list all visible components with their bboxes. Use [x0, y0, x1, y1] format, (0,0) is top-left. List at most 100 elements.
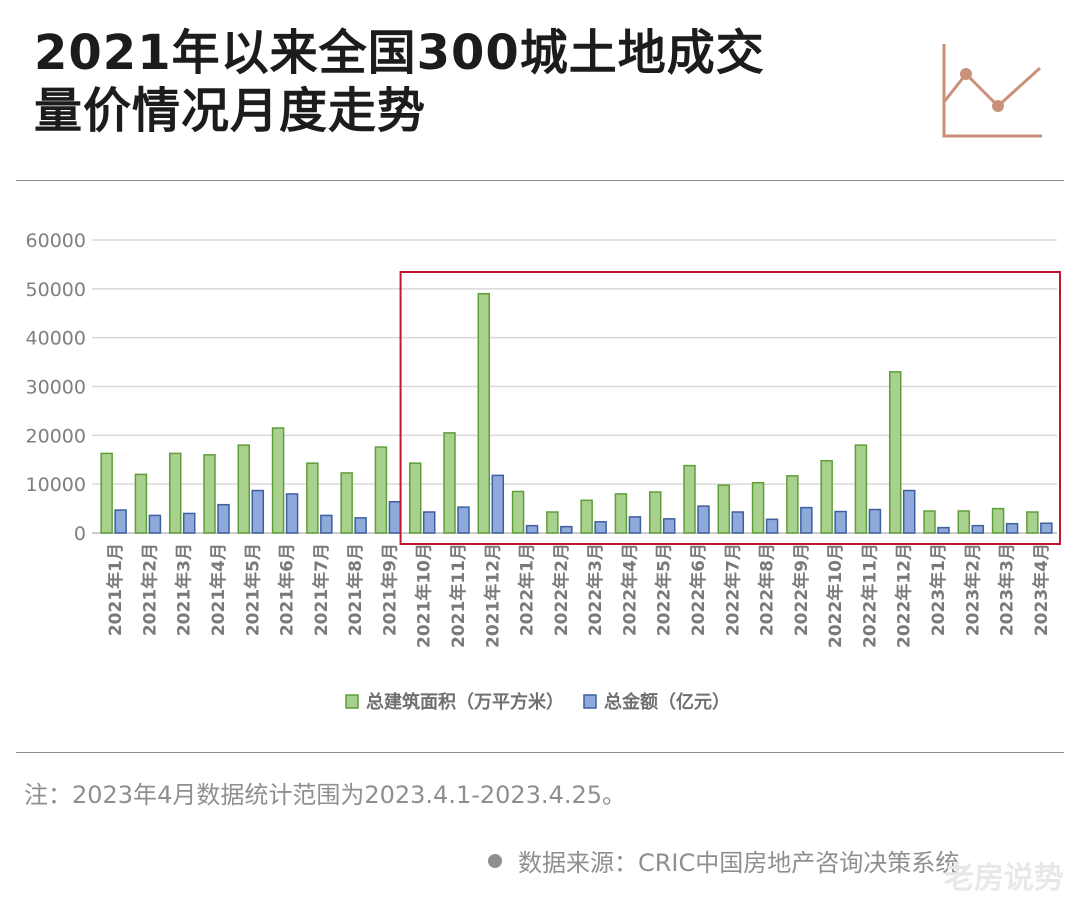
bar-total-area: [923, 510, 936, 534]
line-chart-icon: [942, 44, 1042, 138]
y-tick-label: 40000: [26, 328, 86, 350]
x-tick-label: 2022年4月: [619, 543, 640, 636]
bar-total-area: [511, 490, 525, 534]
x-tick-label: 2021年8月: [345, 543, 366, 636]
bar-total-amount: [765, 518, 779, 534]
x-tick-label: 2022年1月: [517, 543, 538, 636]
bar-chart: 0 10000 20000 30000 40000 50000 60000 2021年1月 20…: [26, 230, 1062, 713]
x-tick-label: 2021年5月: [242, 543, 263, 636]
bar-total-amount: [868, 508, 882, 534]
footnote: 注：2023年4月数据统计范围为2023.4.1-2023.4.25。: [24, 781, 627, 809]
x-tick-label: 2022年2月: [551, 543, 572, 636]
bar-total-area: [340, 472, 353, 534]
bullet-icon: [488, 854, 502, 868]
bar-total-amount: [971, 524, 985, 534]
x-tick-label: 2022年5月: [654, 543, 675, 636]
legend-label-area: 总建筑面积（万平方米）: [366, 691, 564, 713]
x-tick-label: 2021年4月: [208, 543, 229, 636]
x-tick-label: 2021年10月: [414, 543, 435, 648]
bar-total-amount: [422, 511, 436, 534]
bar-total-area: [374, 446, 388, 534]
bar-total-area: [408, 462, 422, 534]
x-tick-label: 2022年12月: [894, 543, 915, 648]
bar-total-area: [580, 499, 593, 534]
data-source: 数据来源：CRIC中国房地产咨询决策系统: [488, 843, 959, 878]
bar-total-amount: [834, 510, 847, 534]
title-line-1: 2021年以来全国300城土地成交: [34, 25, 765, 81]
bar-total-area: [751, 481, 765, 534]
bar-total-amount: [388, 500, 402, 534]
legend-label-amount: 总金额（亿元）: [604, 691, 730, 713]
bar-total-amount: [628, 516, 642, 534]
bar-total-area: [1026, 511, 1039, 534]
bar-total-amount: [457, 506, 470, 534]
bar-total-amount: [354, 517, 367, 534]
bar-total-area: [683, 464, 696, 534]
bar-total-area: [306, 462, 319, 534]
legend-swatch-area: [345, 694, 359, 709]
x-tick-label: 2021年7月: [311, 543, 332, 636]
bar-total-amount: [1005, 522, 1019, 534]
data-source-text: 数据来源：CRIC中国房地产咨询决策系统: [518, 849, 960, 877]
bottom-divider: [16, 752, 1064, 753]
x-tick-label: 2021年11月: [448, 543, 469, 648]
bar-total-amount: [217, 503, 230, 534]
bar-total-amount: [800, 506, 813, 534]
bar-total-area: [134, 473, 148, 534]
x-tick-label: 2022年9月: [791, 543, 812, 636]
bar-total-amount: [662, 518, 676, 534]
x-tick-label: 2021年3月: [174, 543, 195, 636]
bar-total-area: [854, 444, 868, 534]
y-tick-label: 30000: [26, 377, 86, 399]
bar-total-amount: [251, 489, 265, 534]
bar-total-area: [991, 507, 1005, 534]
x-tick-label: 2021年2月: [139, 543, 160, 636]
bar-total-amount: [1040, 522, 1053, 534]
bar-total-amount: [731, 511, 745, 534]
x-tick-label: 2021年12月: [482, 543, 503, 648]
bar-total-amount: [285, 493, 299, 534]
x-tick-label: 2022年11月: [859, 543, 880, 648]
x-tick-label: 2021年1月: [105, 543, 126, 636]
y-tick-label: 50000: [26, 279, 86, 301]
bar-total-area: [203, 454, 216, 534]
x-tick-label: 2022年3月: [585, 543, 606, 636]
bar-total-amount: [148, 514, 162, 534]
bar-total-amount: [525, 524, 539, 534]
bar-total-area: [100, 452, 113, 534]
y-tick-label: 20000: [26, 425, 86, 447]
bar-total-area: [957, 510, 971, 534]
top-divider: [16, 180, 1064, 181]
bar-total-area: [477, 292, 491, 534]
bar-total-area: [820, 459, 833, 534]
page-title: 2021年以来全国300城土地成交 量价情况月度走势: [34, 24, 765, 140]
bar-total-area: [648, 491, 662, 534]
bar-total-area: [888, 371, 902, 534]
x-tick-label: 2023年4月: [1031, 543, 1052, 636]
bar-total-amount: [491, 474, 505, 534]
x-tick-label: 2022年6月: [688, 543, 709, 636]
bar-total-area: [271, 427, 285, 534]
bar-total-area: [546, 511, 559, 534]
bar-total-amount: [182, 512, 196, 534]
bar-total-area: [786, 475, 799, 534]
x-tick-label: 2023年2月: [962, 543, 983, 636]
bar-total-amount: [114, 509, 127, 534]
bar-total-amount: [697, 505, 710, 534]
x-tick-label: 2023年1月: [928, 543, 949, 636]
bar-total-area: [237, 444, 251, 534]
bar-total-area: [168, 452, 182, 534]
y-tick-label: 60000: [26, 230, 86, 252]
bar-total-area: [614, 493, 628, 534]
x-tick-label: 2022年7月: [722, 543, 743, 636]
watermark: 老房说势: [944, 861, 1064, 896]
x-tick-label: 2022年10月: [825, 543, 846, 648]
title-line-2: 量价情况月度走势: [34, 83, 427, 139]
x-tick-label: 2023年3月: [997, 543, 1018, 636]
x-tick-label: 2021年9月: [379, 543, 400, 636]
bar-total-area: [443, 432, 456, 534]
y-tick-label: 0: [74, 523, 86, 545]
bar-total-amount: [320, 514, 333, 534]
highlight-box: [399, 271, 1062, 545]
x-tick-label: 2022年8月: [757, 543, 778, 636]
